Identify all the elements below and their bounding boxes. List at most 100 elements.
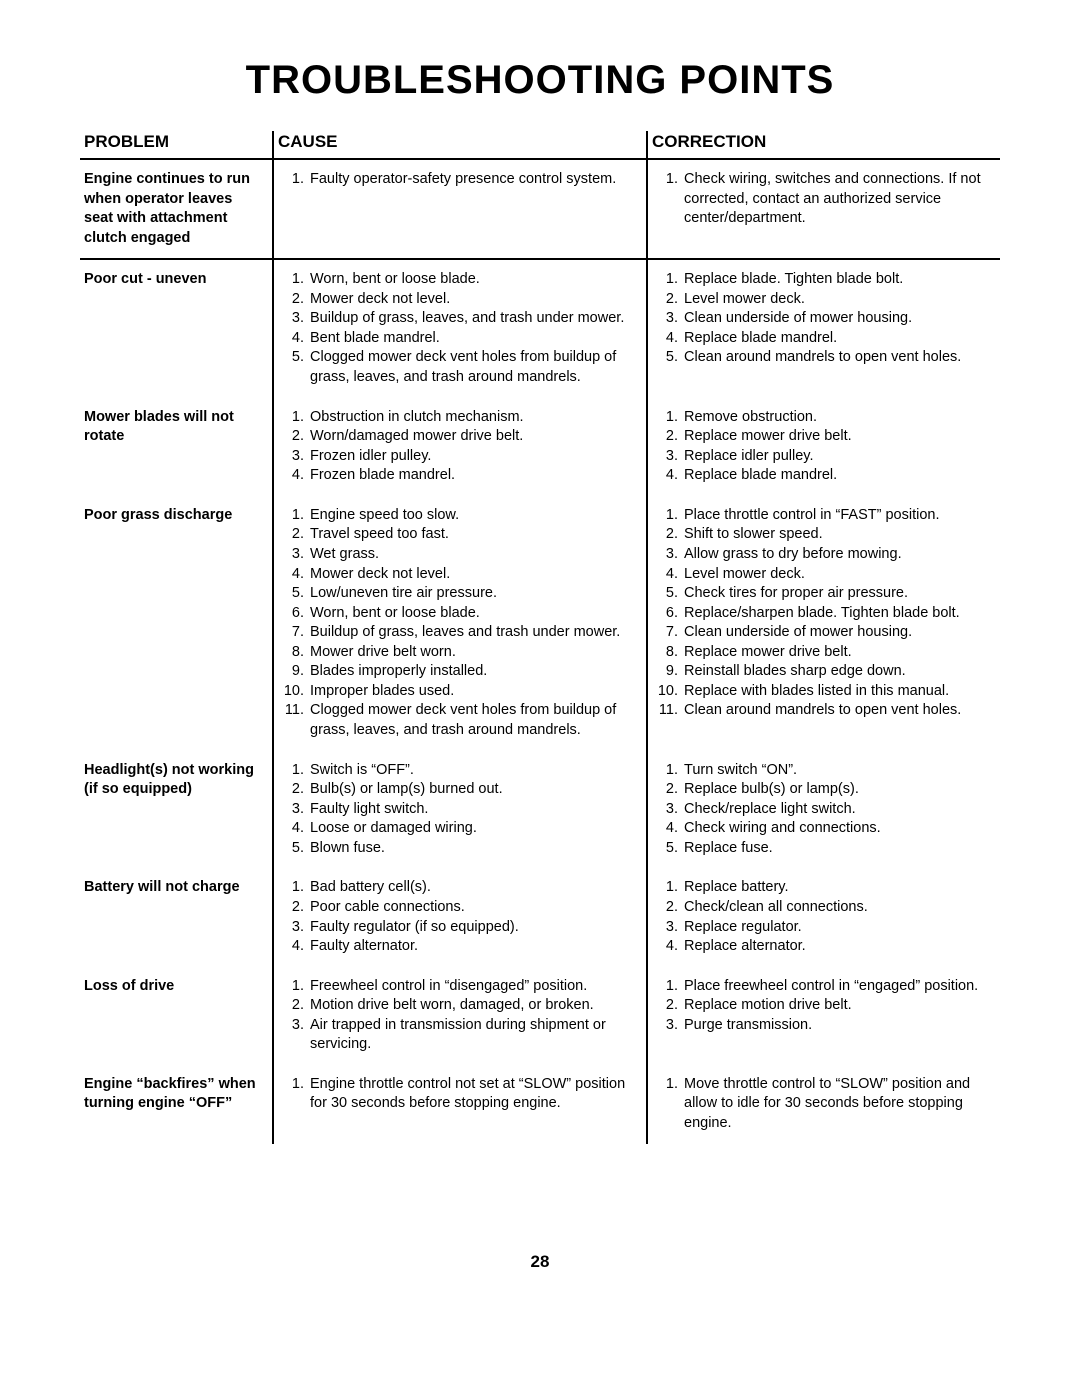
correction-item: Level mower deck. bbox=[680, 565, 992, 585]
cause-item: Freewheel control in “disengaged” positi… bbox=[306, 977, 638, 997]
problem-cell: Engine “backfires” when turning engine “… bbox=[80, 1065, 273, 1144]
page-title: TROUBLESHOOTING POINTS bbox=[80, 58, 1000, 103]
correction-item: Replace blade. Tighten blade bolt. bbox=[680, 270, 992, 290]
table-row: Poor grass dischargeEngine speed too slo… bbox=[80, 496, 1000, 751]
page-number: 28 bbox=[40, 1252, 1040, 1272]
correction-item: Purge transmission. bbox=[680, 1016, 992, 1036]
cause-item: Faulty regulator (if so equipped). bbox=[306, 918, 638, 938]
correction-item: Check wiring, switches and connections. … bbox=[680, 170, 992, 229]
correction-item: Replace motion drive belt. bbox=[680, 996, 992, 1016]
correction-item: Shift to slower speed. bbox=[680, 525, 992, 545]
problem-cell: Headlight(s) not working (if so equipped… bbox=[80, 751, 273, 869]
document-page: TROUBLESHOOTING POINTS PROBLEM CAUSE COR… bbox=[40, 0, 1040, 1300]
table-row: Loss of drive Freewheel control in “disen… bbox=[80, 967, 1000, 1065]
cause-item: Worn, bent or loose blade. bbox=[306, 604, 638, 624]
cause-list: Worn, bent or loose blade.Mower deck not… bbox=[278, 270, 638, 387]
correction-item: Allow grass to dry before mowing. bbox=[680, 545, 992, 565]
correction-item: Replace blade mandrel. bbox=[680, 466, 992, 486]
correction-item: Clean underside of mower housing. bbox=[680, 623, 992, 643]
correction-item: Level mower deck. bbox=[680, 290, 992, 310]
cause-cell: Freewheel control in “disengaged” positi… bbox=[273, 967, 647, 1065]
cause-item: Faulty light switch. bbox=[306, 800, 638, 820]
cause-cell: Worn, bent or loose blade.Mower deck not… bbox=[273, 259, 647, 397]
cause-item: Frozen idler pulley. bbox=[306, 447, 638, 467]
correction-list: Remove obstruction.Replace mower drive b… bbox=[652, 408, 992, 486]
correction-item: Replace blade mandrel. bbox=[680, 329, 992, 349]
table-row: Headlight(s) not working (if so equipped… bbox=[80, 751, 1000, 869]
correction-cell: Move throttle control to “SLOW” position… bbox=[647, 1065, 1000, 1144]
cause-item: Bent blade mandrel. bbox=[306, 329, 638, 349]
cause-list: Bad battery cell(s).Poor cable connectio… bbox=[278, 878, 638, 956]
correction-list: Check wiring, switches and connections. … bbox=[652, 170, 992, 229]
correction-item: Check/replace light switch. bbox=[680, 800, 992, 820]
cause-cell: Bad battery cell(s).Poor cable connectio… bbox=[273, 868, 647, 966]
correction-item: Replace fuse. bbox=[680, 839, 992, 859]
col-header-cause: CAUSE bbox=[273, 131, 647, 159]
cause-item: Mower deck not level. bbox=[306, 290, 638, 310]
correction-list: Move throttle control to “SLOW” position… bbox=[652, 1075, 992, 1134]
table-row: Engine continues to run when operator le… bbox=[80, 159, 1000, 259]
cause-item: Worn, bent or loose blade. bbox=[306, 270, 638, 290]
cause-item: Bulb(s) or lamp(s) burned out. bbox=[306, 780, 638, 800]
correction-cell: Replace battery.Check/clean all connecti… bbox=[647, 868, 1000, 966]
correction-list: Place freewheel control in “engaged” pos… bbox=[652, 977, 992, 1036]
cause-cell: Engine throttle control not set at “SLOW… bbox=[273, 1065, 647, 1144]
problem-cell: Poor cut - uneven bbox=[80, 259, 273, 397]
cause-item: Engine throttle control not set at “SLOW… bbox=[306, 1075, 638, 1114]
cause-item: Blades improperly installed. bbox=[306, 662, 638, 682]
cause-item: Clogged mower deck vent holes from build… bbox=[306, 348, 638, 387]
problem-cell: Loss of drive bbox=[80, 967, 273, 1065]
cause-item: Blown fuse. bbox=[306, 839, 638, 859]
correction-item: Replace alternator. bbox=[680, 937, 992, 957]
cause-item: Air trapped in transmission during shipm… bbox=[306, 1016, 638, 1055]
cause-item: Motion drive belt worn, damaged, or brok… bbox=[306, 996, 638, 1016]
cause-item: Engine speed too slow. bbox=[306, 506, 638, 526]
correction-item: Reinstall blades sharp edge down. bbox=[680, 662, 992, 682]
problem-cell: Poor grass discharge bbox=[80, 496, 273, 751]
correction-item: Replace mower drive belt. bbox=[680, 643, 992, 663]
cause-item: Worn/damaged mower drive belt. bbox=[306, 427, 638, 447]
cause-item: Obstruction in clutch mechanism. bbox=[306, 408, 638, 428]
table-header-row: PROBLEM CAUSE CORRECTION bbox=[80, 131, 1000, 159]
problem-cell: Battery will not charge bbox=[80, 868, 273, 966]
col-header-problem: PROBLEM bbox=[80, 131, 273, 159]
correction-list: Replace blade. Tighten blade bolt.Level … bbox=[652, 270, 992, 368]
correction-item: Place throttle control in “FAST” positio… bbox=[680, 506, 992, 526]
correction-item: Check/clean all connections. bbox=[680, 898, 992, 918]
cause-item: Bad battery cell(s). bbox=[306, 878, 638, 898]
correction-item: Clean underside of mower housing. bbox=[680, 309, 992, 329]
cause-item: Frozen blade mandrel. bbox=[306, 466, 638, 486]
cause-list: Freewheel control in “disengaged” positi… bbox=[278, 977, 638, 1055]
cause-cell: Engine speed too slow.Travel speed too f… bbox=[273, 496, 647, 751]
table-row: Poor cut - unevenWorn, bent or loose bla… bbox=[80, 259, 1000, 397]
correction-cell: Place throttle control in “FAST” positio… bbox=[647, 496, 1000, 751]
table-row: Battery will not chargeBad battery cell(… bbox=[80, 868, 1000, 966]
cause-item: Travel speed too fast. bbox=[306, 525, 638, 545]
correction-item: Replace battery. bbox=[680, 878, 992, 898]
cause-item: Wet grass. bbox=[306, 545, 638, 565]
correction-item: Remove obstruction. bbox=[680, 408, 992, 428]
cause-item: Switch is “OFF”. bbox=[306, 761, 638, 781]
correction-list: Replace battery.Check/clean all connecti… bbox=[652, 878, 992, 956]
table-row: Engine “backfires” when turning engine “… bbox=[80, 1065, 1000, 1144]
correction-list: Turn switch “ON”.Replace bulb(s) or lamp… bbox=[652, 761, 992, 859]
correction-item: Check wiring and connections. bbox=[680, 819, 992, 839]
cause-cell: Switch is “OFF”.Bulb(s) or lamp(s) burne… bbox=[273, 751, 647, 869]
table-row: Mower blades will not rotateObstruction … bbox=[80, 398, 1000, 496]
cause-list: Engine speed too slow.Travel speed too f… bbox=[278, 506, 638, 741]
correction-item: Replace with blades listed in this manua… bbox=[680, 682, 992, 702]
cause-list: Engine throttle control not set at “SLOW… bbox=[278, 1075, 638, 1114]
correction-cell: Replace blade. Tighten blade bolt.Level … bbox=[647, 259, 1000, 397]
cause-list: Switch is “OFF”.Bulb(s) or lamp(s) burne… bbox=[278, 761, 638, 859]
cause-item: Mower drive belt worn. bbox=[306, 643, 638, 663]
correction-cell: Check wiring, switches and connections. … bbox=[647, 159, 1000, 259]
correction-item: Turn switch “ON”. bbox=[680, 761, 992, 781]
troubleshooting-table: PROBLEM CAUSE CORRECTION Engine continue… bbox=[80, 131, 1000, 1144]
correction-cell: Remove obstruction.Replace mower drive b… bbox=[647, 398, 1000, 496]
cause-item: Buildup of grass, leaves and trash under… bbox=[306, 623, 638, 643]
cause-item: Loose or damaged wiring. bbox=[306, 819, 638, 839]
correction-item: Check tires for proper air pressure. bbox=[680, 584, 992, 604]
cause-list: Faulty operator-safety presence control … bbox=[278, 170, 638, 190]
correction-item: Place freewheel control in “engaged” pos… bbox=[680, 977, 992, 997]
cause-item: Poor cable connections. bbox=[306, 898, 638, 918]
